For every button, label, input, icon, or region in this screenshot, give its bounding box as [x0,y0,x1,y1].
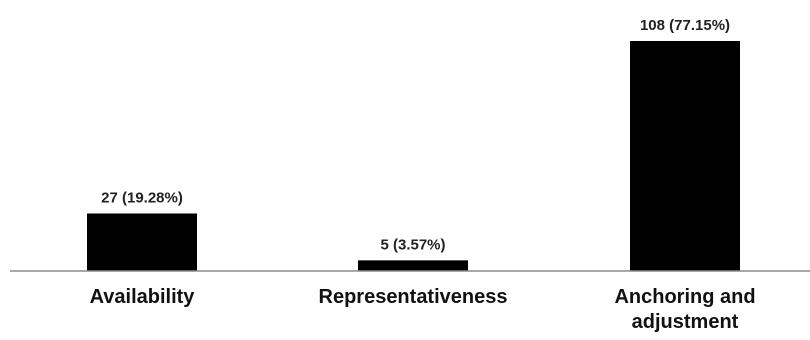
category-label-line: Representativeness [319,286,508,308]
category-label-line: adjustment [632,311,739,333]
bar-availability [87,213,197,271]
data-label-availability: 27 (19.28%) [101,190,183,207]
category-label-line: Anchoring and [614,286,755,308]
category-label-anchoring-and-adjustment: Anchoring and adjustment [614,286,755,333]
data-labels-group: 27 (19.28%) 5 (3.57%) 108 (77.15%) [101,17,730,253]
category-label-availability: Availability [90,286,196,308]
data-label-representativeness: 5 (3.57%) [380,236,445,253]
bars-group [87,41,740,271]
bar-anchoring-and-adjustment [630,41,740,271]
category-label-line: Availability [90,286,196,308]
bar-representativeness [358,260,468,271]
category-label-representativeness: Representativeness [319,286,508,308]
category-labels-group: Availability Representativeness Anchoring … [90,286,756,333]
data-label-anchoring-and-adjustment: 108 (77.15%) [640,17,730,34]
